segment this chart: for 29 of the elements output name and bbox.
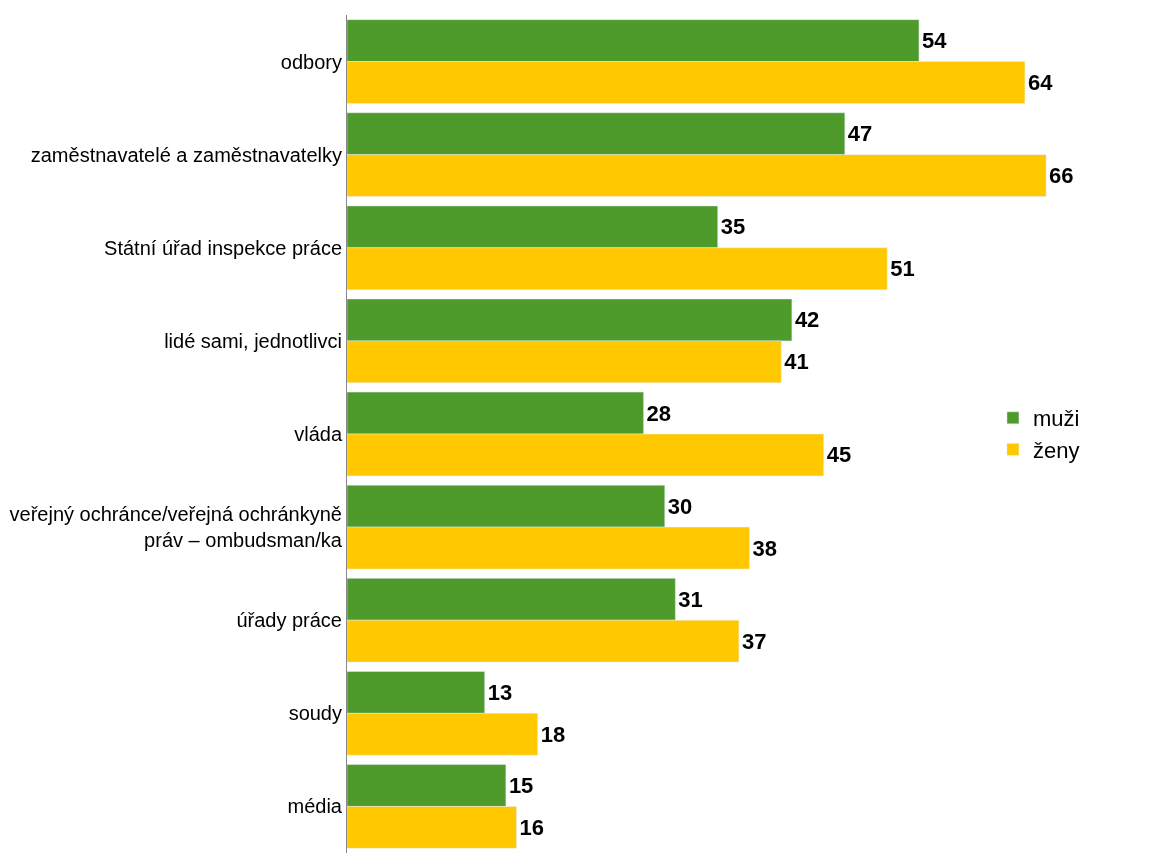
- y-tick-label: soudy: [288, 702, 342, 725]
- data-label: 38: [752, 535, 777, 561]
- data-label: 42: [794, 307, 820, 333]
- data-label: 66: [1049, 163, 1074, 189]
- data-label: 41: [784, 349, 809, 375]
- data-label: 35: [720, 214, 746, 240]
- data-label: 13: [487, 679, 513, 705]
- data-label: 64: [1027, 70, 1054, 96]
- legend-label: muži: [1032, 406, 1080, 432]
- data-label: 37: [741, 628, 767, 654]
- data-label: 45: [826, 442, 852, 468]
- y-tick-label: zaměstnavatelé a zaměstnavatelky: [30, 143, 342, 166]
- data-label: 31: [678, 586, 703, 612]
- data-label: 28: [646, 400, 672, 426]
- data-label: 30: [667, 493, 693, 519]
- legend-label: ženy: [1032, 437, 1080, 463]
- y-tick-label: vláda: [294, 423, 343, 445]
- data-label: 47: [847, 121, 873, 147]
- data-label: 16: [519, 814, 544, 840]
- y-tick-label: odbory: [280, 50, 342, 73]
- data-label: 18: [540, 721, 566, 747]
- y-tick-label: úřady práce: [236, 609, 342, 632]
- data-label: 54: [921, 28, 948, 54]
- data-label: 51: [890, 256, 915, 282]
- y-tick-label: média: [287, 795, 343, 818]
- y-tick-label: veřejný ochránce/veřejná ochránkyně práv – ombudsman/ka: [9, 503, 343, 552]
- y-tick-label: lidé sami, jednotlivci: [164, 329, 342, 352]
- data-label: 15: [508, 772, 534, 798]
- y-tick-label: Státní úřad inspekce práce: [104, 236, 342, 259]
